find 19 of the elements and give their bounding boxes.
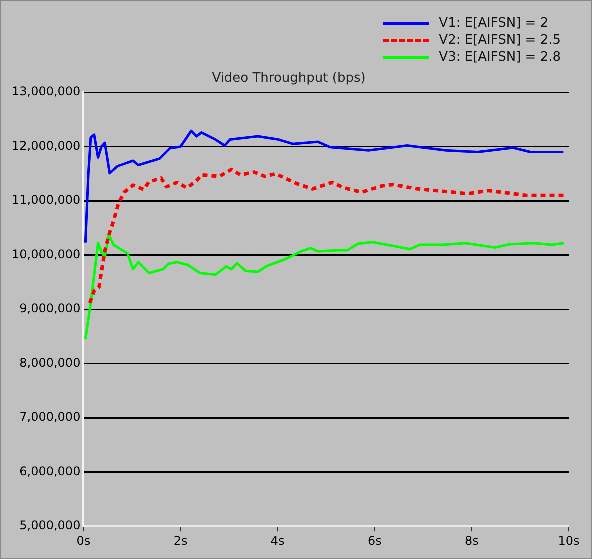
y-tick-label: 11,000,000	[12, 193, 81, 208]
y-tick-label: 5,000,000	[20, 518, 81, 533]
x-tick-label: 6s	[368, 534, 382, 548]
legend-label: V1: E[AIFSN] = 2	[439, 16, 549, 31]
x-tick-label: 8s	[464, 534, 479, 548]
x-tick-label: 10s	[558, 534, 580, 548]
y-tick-label: 12,000,000	[12, 138, 81, 153]
legend-label: V2: E[AIFSN] = 2.5	[439, 33, 561, 48]
y-tick-label: 6,000,000	[20, 464, 81, 478]
y-tick-label: 7,000,000	[20, 410, 81, 424]
x-tick-label: 4s	[270, 534, 285, 548]
x-tick-label: 2s	[174, 534, 188, 548]
chart-title: Video Throughput (bps)	[212, 71, 366, 86]
x-tick-label: 0s	[76, 534, 91, 548]
y-tick-label: 9,000,000	[20, 302, 81, 316]
y-tick-label: 10,000,000	[12, 247, 81, 262]
y-tick-label: 13,000,000	[12, 84, 81, 99]
y-tick-label: 8,000,000	[20, 356, 81, 370]
legend-label: V3: E[AIFSN] = 2.8	[439, 50, 561, 65]
